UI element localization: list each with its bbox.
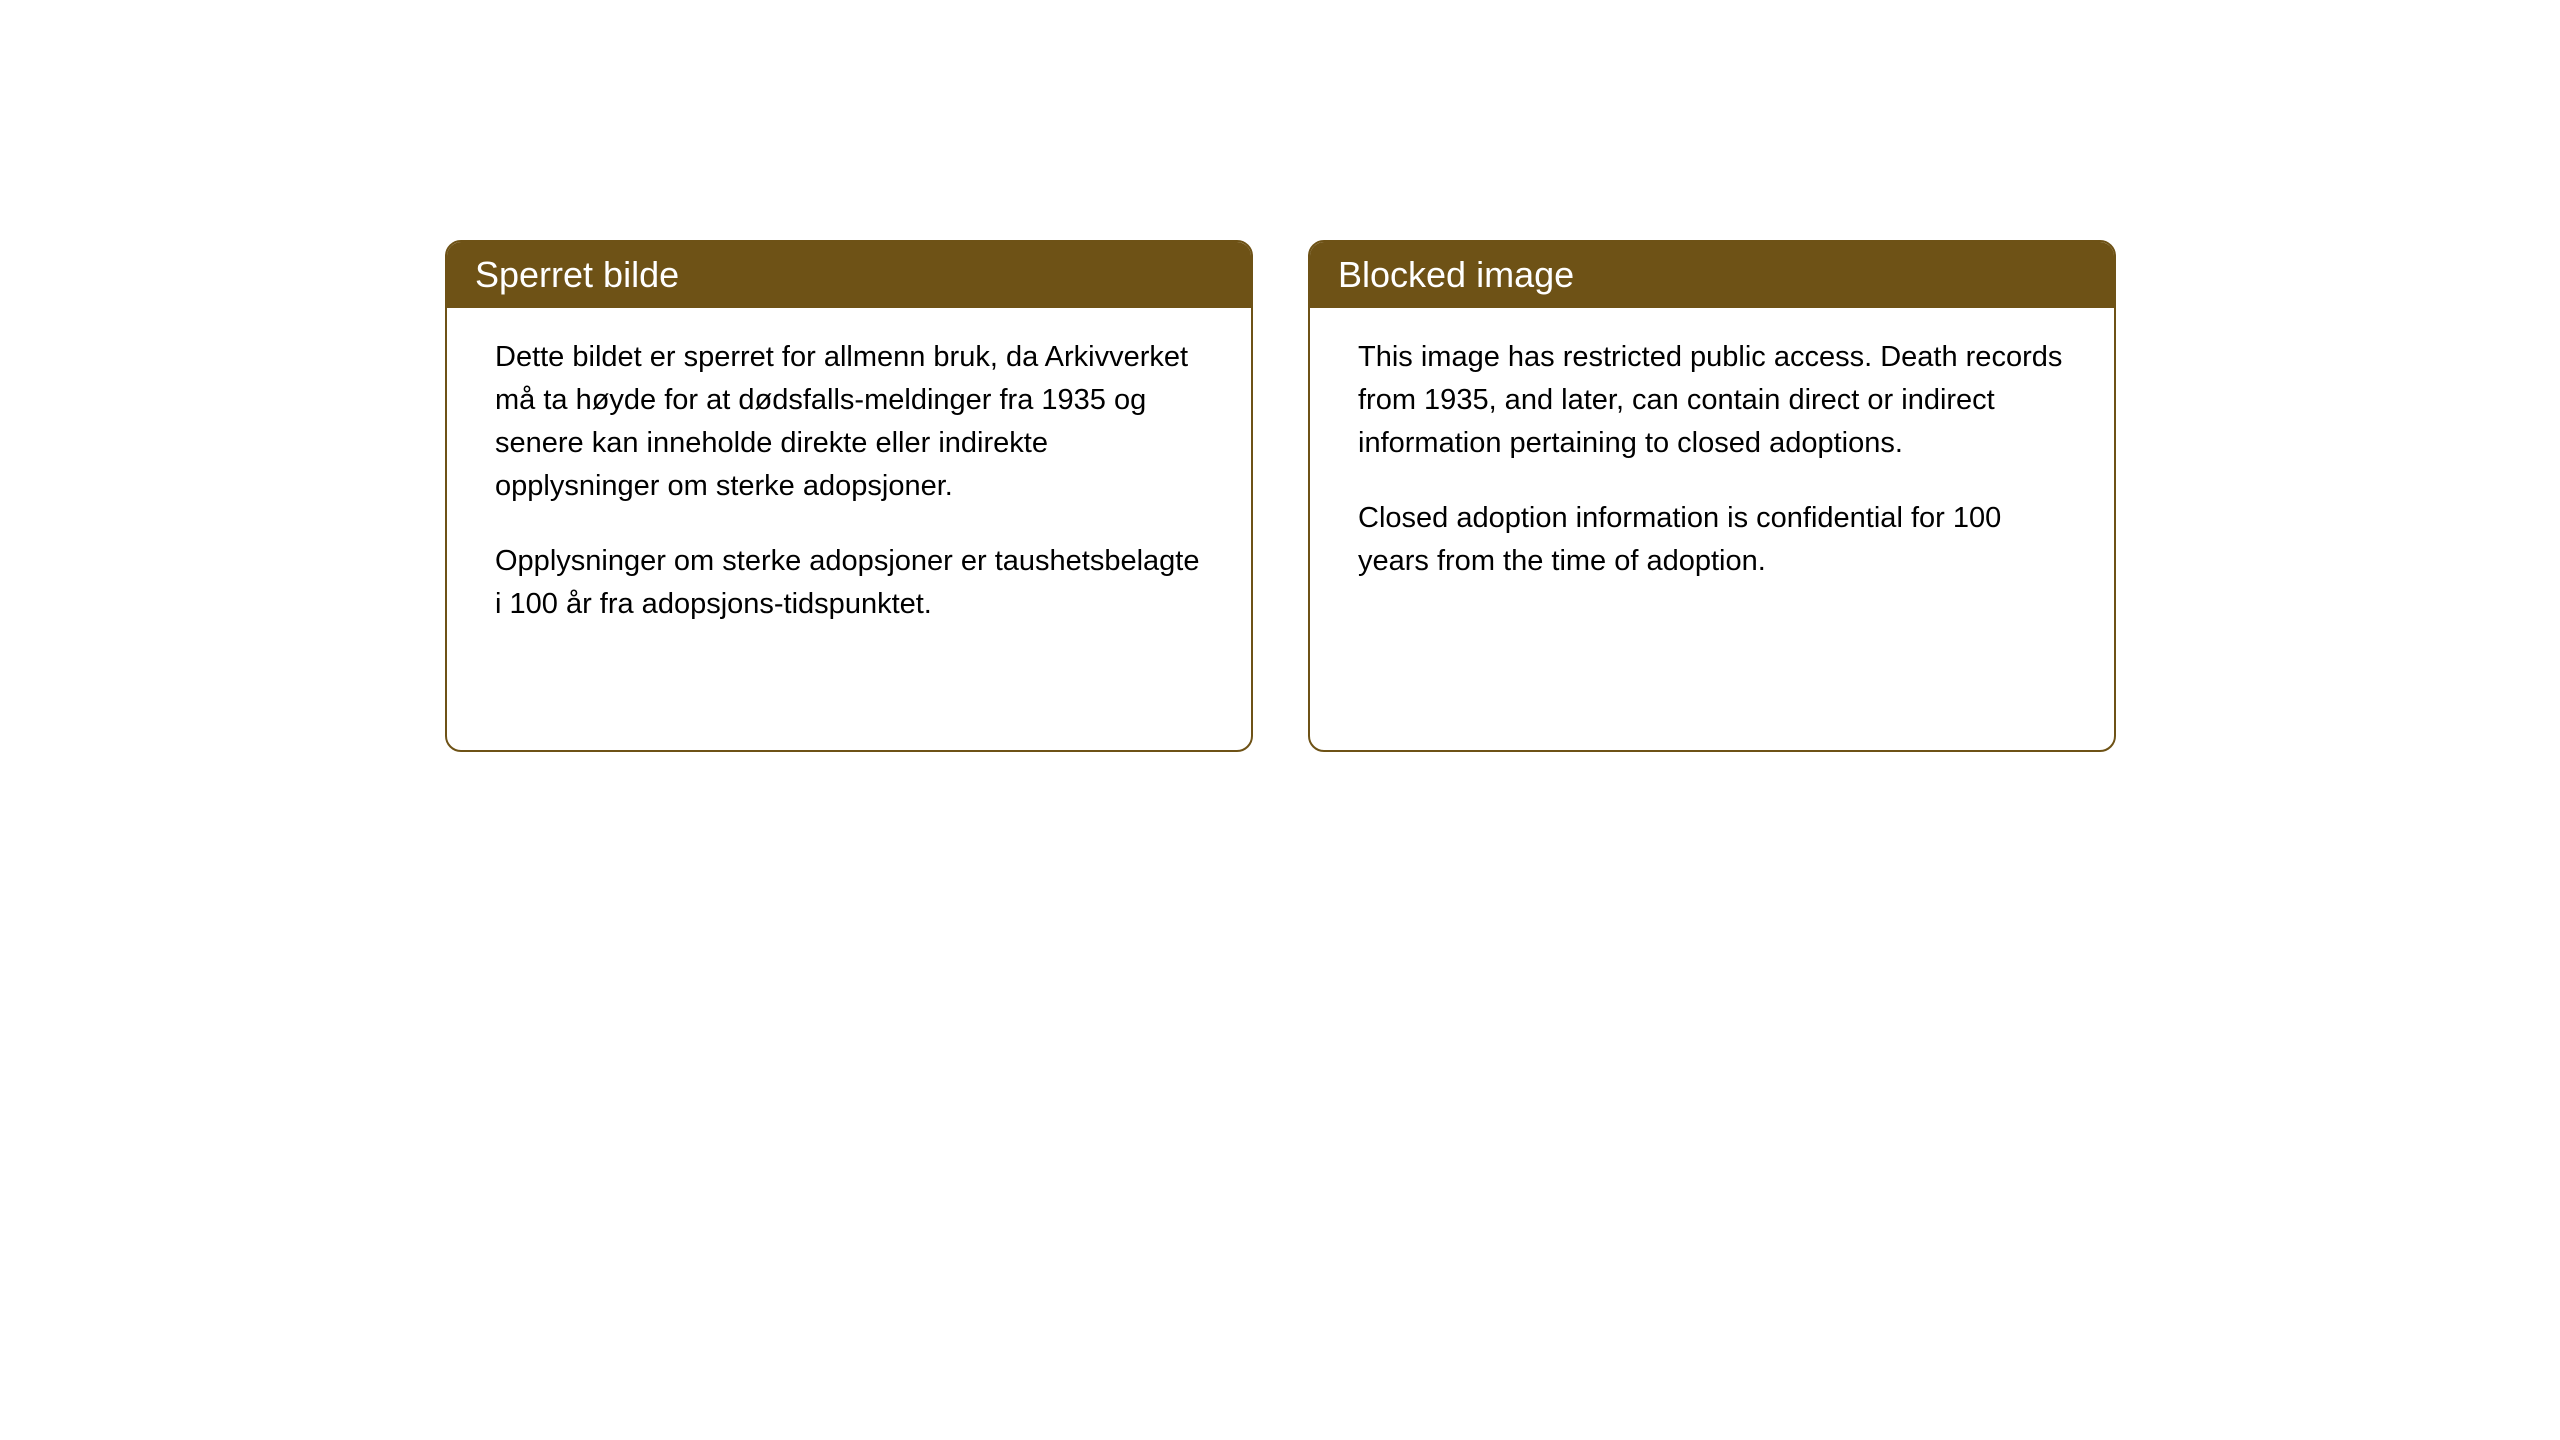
- card-header-norwegian: Sperret bilde: [447, 242, 1251, 308]
- card-body-english: This image has restricted public access.…: [1310, 308, 2114, 619]
- card-header-english: Blocked image: [1310, 242, 2114, 308]
- body-paragraph-2: Closed adoption information is confident…: [1358, 497, 2066, 583]
- card-body-norwegian: Dette bildet er sperret for allmenn bruk…: [447, 308, 1251, 661]
- body-paragraph-1: Dette bildet er sperret for allmenn bruk…: [495, 336, 1203, 508]
- notice-container: Sperret bilde Dette bildet er sperret fo…: [0, 0, 2560, 752]
- body-paragraph-1: This image has restricted public access.…: [1358, 336, 2066, 465]
- notice-card-norwegian: Sperret bilde Dette bildet er sperret fo…: [445, 240, 1253, 752]
- body-paragraph-2: Opplysninger om sterke adopsjoner er tau…: [495, 540, 1203, 626]
- notice-card-english: Blocked image This image has restricted …: [1308, 240, 2116, 752]
